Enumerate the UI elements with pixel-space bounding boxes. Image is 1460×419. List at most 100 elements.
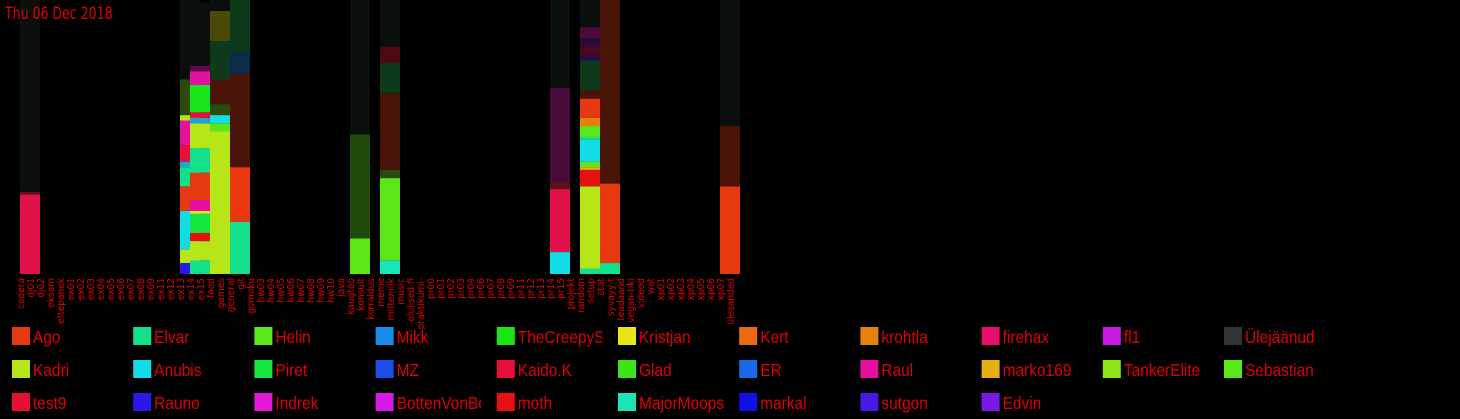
legend-swatch bbox=[981, 360, 1000, 378]
x-tick-label: ettepanek bbox=[56, 277, 67, 324]
x-tick-label: hw10 bbox=[326, 278, 337, 303]
legend-swatch bbox=[375, 327, 394, 345]
x-tick-label: mitteniiik bbox=[386, 277, 397, 320]
bar-segment bbox=[600, 263, 620, 274]
legend-swatch bbox=[254, 360, 273, 378]
x-tick-label: xp06 bbox=[706, 278, 717, 301]
legend-item-sutgon: sutgon bbox=[860, 393, 928, 413]
bar-segment bbox=[190, 232, 210, 242]
legend-label: test9 bbox=[33, 393, 67, 413]
legend-swatch bbox=[12, 327, 30, 345]
bar-segment bbox=[380, 169, 400, 179]
legend-label: Ülejäänud bbox=[1245, 327, 1315, 347]
bar-meme bbox=[380, 0, 400, 274]
bar-inactive-segment bbox=[580, 0, 600, 28]
bar-segment bbox=[210, 123, 230, 132]
bar-segment bbox=[580, 268, 600, 274]
x-tick-label: pr06 bbox=[476, 278, 487, 299]
legend-swatch bbox=[739, 360, 758, 378]
x-tick-label: gomoku bbox=[246, 278, 257, 314]
legend-swatch bbox=[860, 393, 879, 411]
legend-item-anubis: Anubis bbox=[133, 360, 201, 380]
x-tick-label: ex05 bbox=[106, 278, 117, 300]
bar-segment bbox=[580, 126, 600, 137]
x-tick-label: videod bbox=[636, 278, 647, 308]
x-tick-label: dj01 bbox=[26, 278, 37, 298]
x-tick-label: xp03 bbox=[676, 278, 687, 300]
legend-label: krohtla bbox=[881, 327, 928, 347]
x-tick-label: hw08 bbox=[306, 278, 317, 303]
bar-segment bbox=[580, 90, 600, 99]
x-tick-label: hw09 bbox=[316, 278, 327, 303]
bar-segment bbox=[230, 167, 250, 222]
bar-segment bbox=[190, 172, 210, 201]
bar-pr14 bbox=[550, 0, 570, 274]
legend-swatch bbox=[860, 327, 879, 345]
x-tick-label: olulised-fi bbox=[406, 278, 417, 322]
bar-inactive-segment bbox=[380, 0, 400, 47]
bar-segment bbox=[580, 98, 600, 118]
bar-segment bbox=[580, 139, 600, 162]
bar-segment bbox=[580, 46, 600, 55]
bar-stat bbox=[600, 0, 620, 274]
bar-segment bbox=[190, 210, 210, 214]
legend-swatch bbox=[133, 393, 152, 411]
bar-segment bbox=[210, 10, 230, 42]
legend-swatch bbox=[496, 360, 515, 378]
bar-segment bbox=[580, 60, 600, 91]
legend-swatch bbox=[1224, 327, 1242, 345]
x-tick-label: general bbox=[226, 278, 237, 312]
bar-segment bbox=[190, 65, 210, 72]
x-tick-label: random bbox=[576, 278, 587, 313]
bar-segment bbox=[550, 189, 570, 253]
legend-swatch bbox=[981, 393, 1000, 411]
legend-item-kert: Kert bbox=[739, 327, 789, 347]
legend-label: Kristjan bbox=[639, 327, 691, 347]
bar-segment bbox=[230, 73, 250, 168]
legend-item-markal: markal bbox=[739, 393, 807, 413]
x-tick-label: xp07 bbox=[716, 278, 727, 300]
x-tick-label: pr11 bbox=[516, 278, 527, 299]
bar-segment bbox=[580, 117, 600, 127]
bar-segment bbox=[550, 87, 570, 181]
legend-item-ago: Ago bbox=[12, 327, 61, 347]
bar-inactive-segment bbox=[210, 0, 230, 11]
legend-item-edvin: Edvin bbox=[981, 393, 1041, 413]
x-tick-label: pr01 bbox=[436, 278, 447, 299]
legend-item-indrek: Indrek bbox=[254, 393, 319, 413]
legend-swatch bbox=[1102, 327, 1121, 345]
x-tick-label: ex13 bbox=[176, 278, 187, 300]
x-tick-label: pr07 bbox=[486, 278, 497, 299]
bar-segment bbox=[190, 123, 210, 148]
x-tick-label: ülesanded bbox=[726, 278, 737, 325]
x-tick-label: pr15 bbox=[556, 278, 567, 299]
x-tick-label: pr04 bbox=[466, 278, 477, 299]
x-tick-label: ex03 bbox=[86, 278, 97, 300]
legend-swatch bbox=[739, 327, 758, 345]
legend-label: firehax bbox=[1003, 327, 1050, 347]
legend-label: TheCreepySh bbox=[518, 327, 613, 347]
x-tick-label: ex11 bbox=[156, 278, 167, 300]
legend-label: Rauno bbox=[154, 393, 200, 413]
x-tick-label: ex15 bbox=[196, 278, 207, 300]
legend-swatch bbox=[739, 393, 758, 411]
legend-label: Piret bbox=[275, 360, 307, 380]
x-tick-label: konsult bbox=[356, 278, 367, 311]
legend-swatch bbox=[496, 327, 515, 345]
legend-item-kaido-k: Kaido.K bbox=[496, 360, 572, 380]
bar-segment bbox=[230, 0, 250, 53]
legend-swatch bbox=[860, 360, 879, 378]
bar-segment bbox=[580, 38, 600, 47]
legend-label: moth bbox=[518, 393, 552, 413]
legend-item-mikk: Mikk bbox=[375, 327, 429, 347]
bar-inactive-segment bbox=[20, 0, 40, 192]
legend-label: Elvar bbox=[154, 327, 190, 347]
bar-segment bbox=[580, 167, 600, 170]
bar-segment bbox=[550, 180, 570, 190]
legend-item-raul: Raul bbox=[860, 360, 913, 380]
x-tick-label: xp05 bbox=[696, 278, 707, 300]
x-tick-label: xp04 bbox=[686, 278, 697, 301]
legend-label: markal bbox=[760, 393, 806, 413]
bar-xp07 bbox=[720, 0, 740, 274]
